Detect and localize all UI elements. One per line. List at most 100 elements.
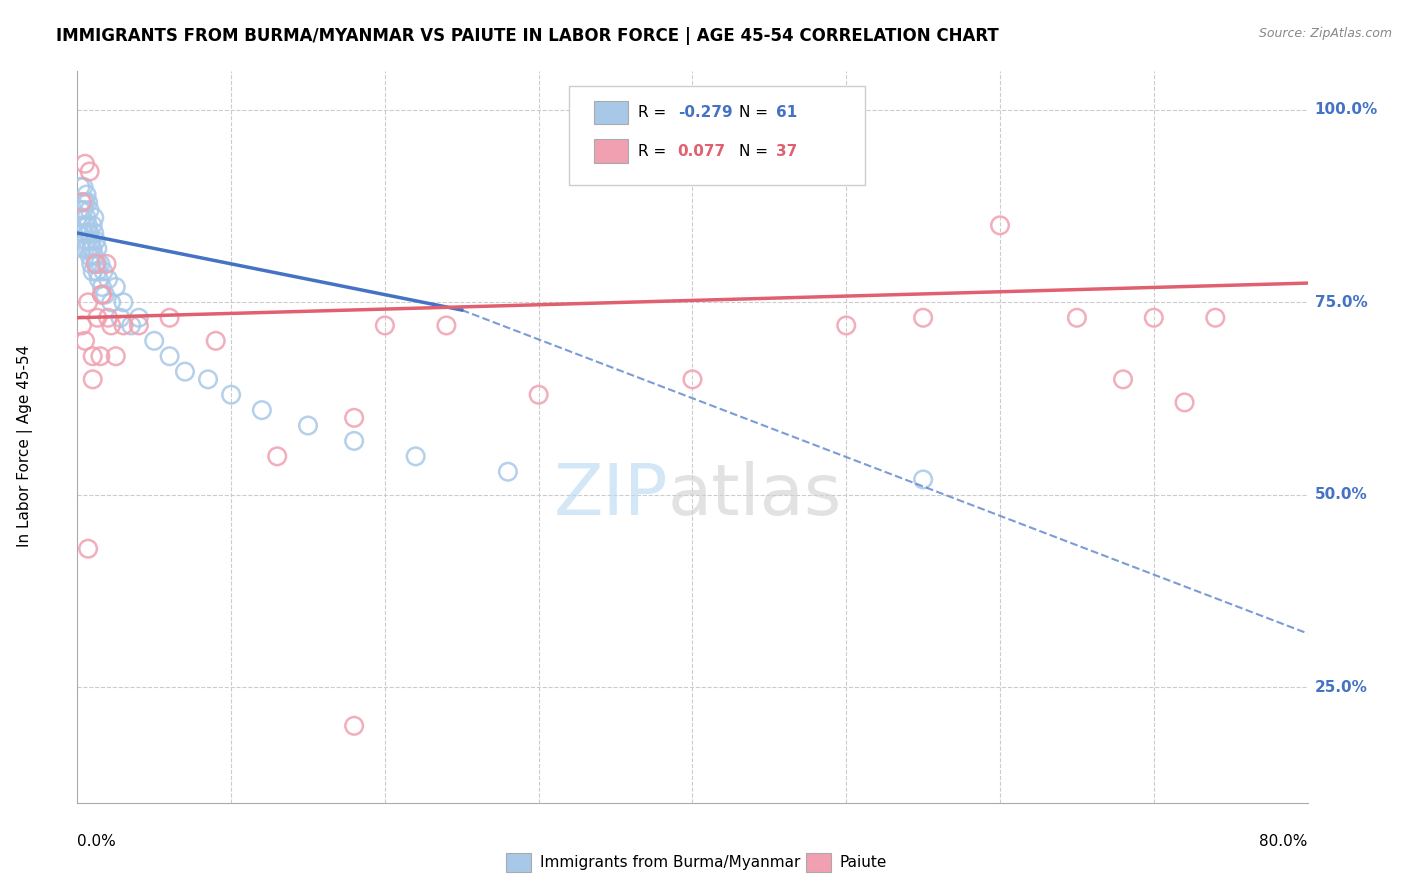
- Point: [84, 234, 107, 248]
- Text: Paiute: Paiute: [839, 855, 887, 870]
- Point: [120, 318, 142, 333]
- Text: -0.279: -0.279: [678, 105, 733, 120]
- Point: [266, 450, 288, 464]
- FancyBboxPatch shape: [569, 86, 865, 185]
- Point: [80, 242, 103, 256]
- Point: [94, 287, 117, 301]
- Point: [76, 234, 98, 248]
- Point: [82, 349, 104, 363]
- Point: [89, 349, 111, 363]
- Point: [73, 195, 96, 210]
- Point: [527, 388, 550, 402]
- Point: [80, 257, 103, 271]
- Point: [1143, 310, 1166, 325]
- Point: [86, 242, 108, 256]
- Point: [72, 179, 94, 194]
- Point: [250, 403, 273, 417]
- Point: [73, 195, 96, 210]
- Point: [69, 179, 91, 194]
- Text: N =: N =: [740, 144, 773, 159]
- Point: [77, 242, 100, 256]
- Point: [70, 195, 93, 210]
- Point: [87, 272, 110, 286]
- Point: [912, 472, 935, 486]
- Text: 0.077: 0.077: [678, 144, 725, 159]
- Point: [73, 334, 96, 348]
- Point: [79, 164, 101, 178]
- Text: 61: 61: [776, 105, 797, 120]
- Point: [70, 195, 93, 210]
- Text: 50.0%: 50.0%: [1315, 487, 1368, 502]
- Point: [128, 318, 150, 333]
- Point: [86, 310, 108, 325]
- Point: [77, 295, 100, 310]
- Text: R =: R =: [638, 105, 672, 120]
- Point: [90, 287, 114, 301]
- Point: [110, 310, 132, 325]
- Point: [84, 257, 107, 271]
- Point: [100, 318, 122, 333]
- Point: [73, 219, 96, 233]
- Point: [84, 257, 107, 271]
- Point: [82, 264, 104, 278]
- Point: [97, 310, 120, 325]
- Point: [73, 242, 96, 256]
- Point: [70, 318, 93, 333]
- Point: [436, 318, 458, 333]
- Text: 0.0%: 0.0%: [77, 834, 117, 849]
- Text: Source: ZipAtlas.com: Source: ZipAtlas.com: [1258, 27, 1392, 40]
- Point: [204, 334, 226, 348]
- Point: [82, 219, 104, 233]
- Point: [90, 287, 114, 301]
- Point: [77, 195, 100, 210]
- Point: [97, 272, 120, 286]
- Point: [159, 349, 181, 363]
- Point: [77, 226, 100, 240]
- Point: [83, 249, 105, 263]
- Point: [76, 211, 98, 225]
- Point: [83, 211, 105, 225]
- Text: Immigrants from Burma/Myanmar: Immigrants from Burma/Myanmar: [540, 855, 800, 870]
- Point: [104, 280, 127, 294]
- Point: [343, 434, 366, 448]
- Point: [77, 541, 100, 556]
- Point: [496, 465, 519, 479]
- Point: [73, 157, 96, 171]
- Point: [219, 388, 242, 402]
- Point: [82, 372, 104, 386]
- Text: In Labor Force | Age 45-54: In Labor Force | Age 45-54: [17, 345, 34, 547]
- Point: [174, 365, 197, 379]
- Point: [76, 187, 98, 202]
- Point: [100, 295, 122, 310]
- Bar: [595, 101, 628, 124]
- Point: [86, 264, 108, 278]
- Point: [297, 418, 319, 433]
- Point: [72, 226, 94, 240]
- Point: [89, 257, 111, 271]
- Point: [79, 226, 101, 240]
- Text: 80.0%: 80.0%: [1260, 834, 1308, 849]
- Point: [67, 226, 90, 240]
- Text: IMMIGRANTS FROM BURMA/MYANMAR VS PAIUTE IN LABOR FORCE | AGE 45-54 CORRELATION C: IMMIGRANTS FROM BURMA/MYANMAR VS PAIUTE …: [56, 27, 1000, 45]
- Point: [835, 318, 858, 333]
- Text: atlas: atlas: [668, 461, 842, 530]
- Point: [104, 349, 127, 363]
- Point: [77, 219, 100, 233]
- Point: [912, 310, 935, 325]
- Point: [72, 202, 94, 217]
- Point: [70, 211, 93, 225]
- Point: [79, 202, 101, 217]
- Text: 25.0%: 25.0%: [1315, 680, 1368, 695]
- Point: [682, 372, 704, 386]
- Point: [197, 372, 219, 386]
- Point: [70, 219, 93, 233]
- Point: [79, 249, 101, 263]
- Point: [112, 295, 135, 310]
- Point: [1066, 310, 1088, 325]
- Text: N =: N =: [740, 105, 773, 120]
- Point: [343, 719, 366, 733]
- Point: [374, 318, 396, 333]
- Point: [82, 242, 104, 256]
- Point: [112, 318, 135, 333]
- Point: [86, 257, 108, 271]
